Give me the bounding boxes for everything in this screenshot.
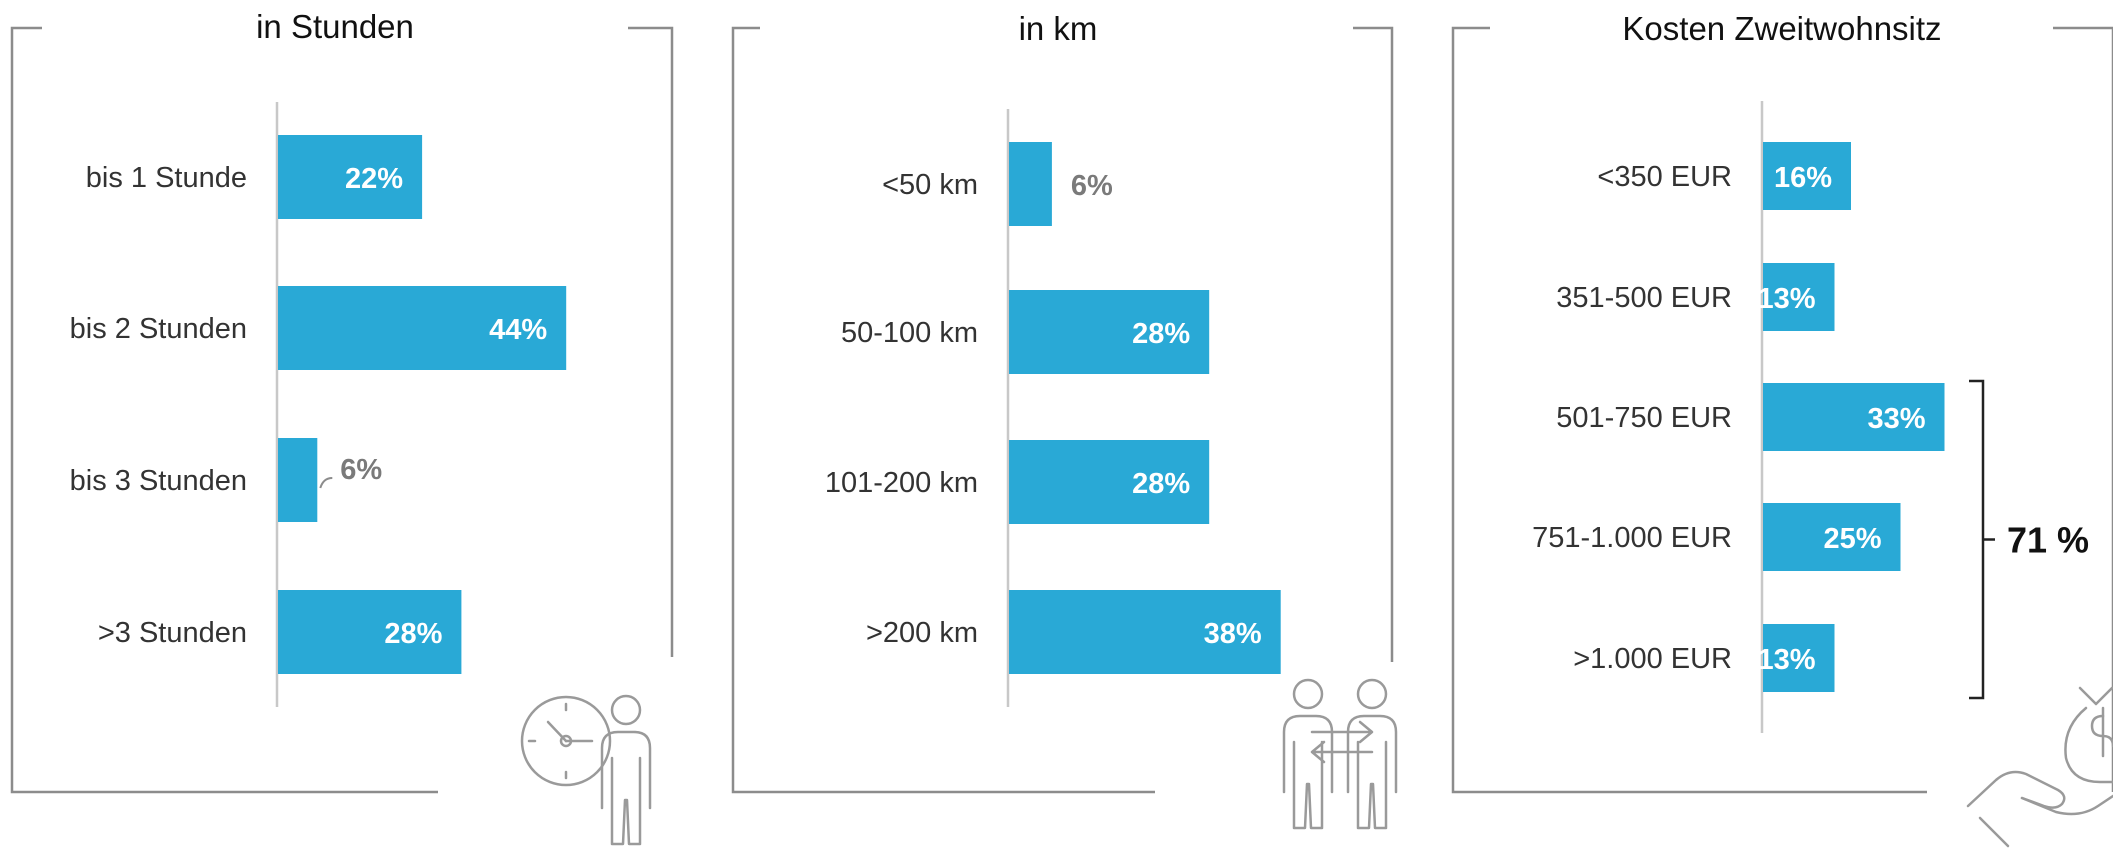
chart-title: in Stunden: [256, 8, 414, 45]
bar: [278, 135, 423, 219]
data-label: 13%: [1757, 283, 1815, 315]
data-label: 28%: [1132, 468, 1190, 500]
category-label: <350 EUR: [1597, 161, 1732, 193]
bracket: [1969, 379, 1995, 700]
chart-panel-1: in Stunden bis 1 Stunde 22% bis 2 Stunden 44…: [70, 8, 567, 707]
data-label: 25%: [1823, 523, 1881, 555]
category-label: 101-200 km: [825, 467, 978, 499]
data-label: 22%: [345, 163, 403, 195]
frame-left-line: [10, 26, 438, 794]
panel-frame: [10, 26, 674, 794]
two-people-exchange-icon: [1282, 678, 1398, 830]
bar: [278, 286, 567, 370]
category-label: 351-500 EUR: [1556, 282, 1732, 314]
bar: [1763, 142, 1851, 210]
panel-frame: [1451, 26, 2113, 794]
category-label: bis 1 Stunde: [86, 162, 247, 194]
person-clock-icon: [520, 694, 652, 846]
bar: [1009, 440, 1210, 524]
hand-money-bag-icon: [1966, 686, 2113, 848]
frame-left-line: [731, 26, 1155, 794]
data-label: 6%: [340, 454, 382, 486]
category-label: >200 km: [866, 617, 978, 649]
data-label: 6%: [1071, 170, 1113, 202]
bar: [278, 590, 462, 674]
category-label: bis 2 Stunden: [70, 313, 247, 345]
data-label: 44%: [489, 314, 547, 346]
data-label: 28%: [384, 618, 442, 650]
bar: [1763, 383, 1945, 451]
bracket-label: 71 %: [2007, 520, 2089, 561]
frame-right-line: [2053, 26, 2113, 792]
category-label: >1.000 EUR: [1573, 643, 1732, 675]
chart-title: in km: [1019, 10, 1098, 47]
bar: [1763, 624, 1835, 692]
frame-right-line: [628, 26, 674, 657]
frame-right-line: [1353, 26, 1394, 662]
bar: [1763, 503, 1901, 571]
panel-frame: [731, 26, 1394, 794]
chart-title: Kosten Zweitwohnsitz: [1622, 10, 1941, 47]
category-label: 751-1.000 EUR: [1532, 522, 1732, 554]
category-label: <50 km: [882, 169, 978, 201]
frame-left-line: [1451, 26, 1927, 794]
category-label: 501-750 EUR: [1556, 402, 1732, 434]
bar: [278, 438, 318, 522]
data-label: 33%: [1867, 403, 1925, 435]
category-label: bis 3 Stunden: [70, 465, 247, 497]
bar: [1763, 263, 1835, 331]
bar: [1009, 142, 1052, 226]
data-label: 13%: [1757, 644, 1815, 676]
data-label: 28%: [1132, 318, 1190, 350]
chart-panel-3: Kosten Zweitwohnsitz <350 EUR 16% 351-500 E…: [1532, 10, 2089, 733]
category-label: 50-100 km: [841, 317, 978, 349]
data-label: 16%: [1774, 162, 1832, 194]
bar: [1009, 590, 1281, 674]
label-leader: [319, 477, 333, 489]
chart-panel-2: in km <50 km 6% 50-100 km 28% 101-200 km 28% >2…: [825, 10, 1281, 707]
data-label: 38%: [1204, 618, 1262, 650]
category-label: >3 Stunden: [98, 617, 247, 649]
bar: [1009, 290, 1210, 374]
